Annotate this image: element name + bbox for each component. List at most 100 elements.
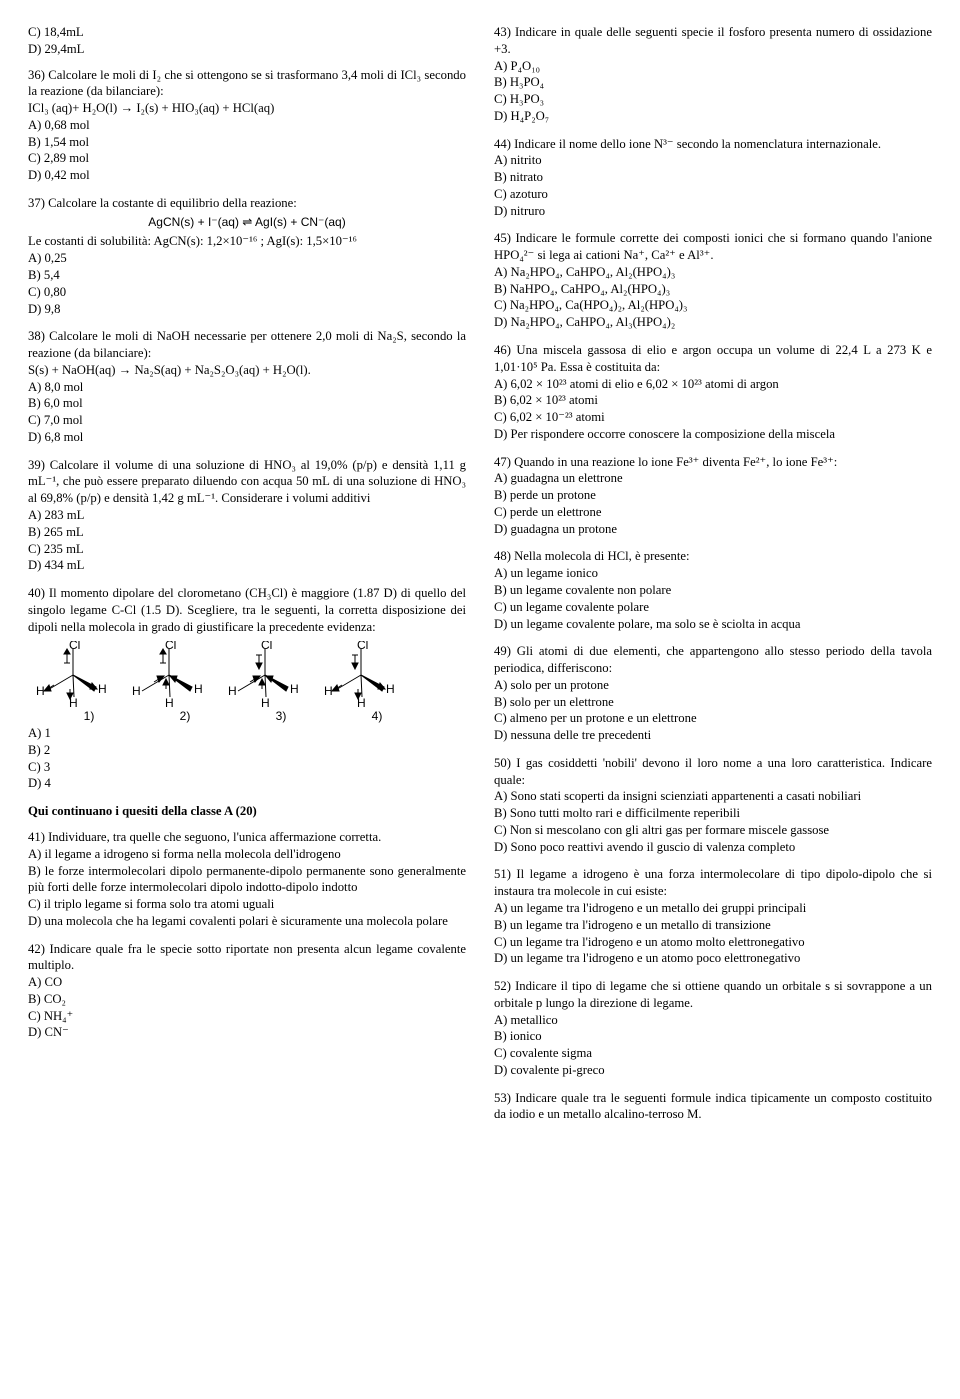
opt: B) solo per un elettrone <box>494 694 932 711</box>
svg-text:H: H <box>98 682 107 696</box>
opt: A) CO <box>28 974 466 991</box>
q36: 36) Calcolare le moli di I₂ che si otten… <box>28 67 466 184</box>
opt: B) 6,0 mol <box>28 395 466 412</box>
q40: 40) Il momento dipolare del clorometano … <box>28 585 466 792</box>
question-text: 41) Individuare, tra quelle che seguono,… <box>28 829 466 846</box>
svg-text:H: H <box>69 696 78 707</box>
opt: C) perde un elettrone <box>494 504 932 521</box>
opt: D) H₄P₂O₇ <box>494 108 932 125</box>
question-text: 49) Gli atomi di due elementi, che appar… <box>494 643 932 677</box>
opt: A) un legame tra l'idrogeno e un metallo… <box>494 900 932 917</box>
opt: A) Na₂HPO₄, CaHPO₄, Al₂(HPO₄)₃ <box>494 264 932 281</box>
svg-text:Cl: Cl <box>261 641 272 652</box>
opt: C) Na₂HPO₄, Ca(HPO₄)₂, Al₂(HPO₄)₃ <box>494 297 932 314</box>
q47: 47) Quando in una reazione lo ione Fe³⁺ … <box>494 454 932 538</box>
svg-text:H: H <box>386 682 395 696</box>
opt: D) un legame tra l'idrogeno e un atomo p… <box>494 950 932 967</box>
constants: Le costanti di solubilità: AgCN(s): 1,2×… <box>28 233 466 250</box>
left-column: C) 18,4mL D) 29,4mL 36) Calcolare le mol… <box>28 24 466 1134</box>
num: 4) <box>338 709 416 725</box>
svg-text:Cl: Cl <box>165 641 176 652</box>
num: 1) <box>50 709 128 725</box>
opt: B) 6,02 × 10²³ atomi <box>494 392 932 409</box>
question-text: 36) Calcolare le moli di I₂ che si otten… <box>28 67 466 101</box>
opt: C) 0,80 <box>28 284 466 301</box>
opt: C) 3 <box>28 759 466 776</box>
q42: 42) Indicare quale fra le specie sotto r… <box>28 941 466 1042</box>
opt: B) CO₂ <box>28 991 466 1008</box>
opt: D) una molecola che ha legami covalenti … <box>28 913 466 930</box>
svg-text:H: H <box>132 684 141 698</box>
opt: C) 235 mL <box>28 541 466 558</box>
opt: D) un legame covalente polare, ma solo s… <box>494 616 932 633</box>
opt: B) Sono tutti molto rari e difficilmente… <box>494 805 932 822</box>
question-text: 53) Indicare quale tra le seguenti formu… <box>494 1090 932 1124</box>
opt: A) 1 <box>28 725 466 742</box>
svg-text:H: H <box>261 696 270 707</box>
opt: C) il triplo legame si forma solo tra at… <box>28 896 466 913</box>
opt: A) Sono stati scoperti da insigni scienz… <box>494 788 932 805</box>
svg-text:H: H <box>357 696 366 707</box>
question-text: 48) Nella molecola di HCl, è presente: <box>494 548 932 565</box>
opt: A) il legame a idrogeno si forma nella m… <box>28 846 466 863</box>
q45: 45) Indicare le formule corrette dei com… <box>494 230 932 331</box>
q51: 51) Il legame a idrogeno è una forza int… <box>494 866 932 967</box>
opt: A) guadagna un elettrone <box>494 470 932 487</box>
opt: B) 265 mL <box>28 524 466 541</box>
q44: 44) Indicare il nome dello ione N³⁻ seco… <box>494 136 932 220</box>
opt: C) NH₄⁺ <box>28 1008 466 1025</box>
opt: C) un legame covalente polare <box>494 599 932 616</box>
q46: 46) Una miscela gassosa di elio e argon … <box>494 342 932 443</box>
opt: A) 283 mL <box>28 507 466 524</box>
opt: C) un legame tra l'idrogeno e un atomo m… <box>494 934 932 951</box>
opt: D) 434 mL <box>28 557 466 574</box>
opt: C) 6,02 × 10⁻²³ atomi <box>494 409 932 426</box>
svg-text:H: H <box>36 684 45 698</box>
opt: C) 18,4mL <box>28 24 466 41</box>
mol-3: Cl H H H <box>226 641 304 707</box>
opt: D) Sono poco reattivi avendo il guscio d… <box>494 839 932 856</box>
opt: D) 29,4mL <box>28 41 466 58</box>
opt: C) 7,0 mol <box>28 412 466 429</box>
q52: 52) Indicare il tipo di legame che si ot… <box>494 978 932 1079</box>
opt: B) le forze intermolecolari dipolo perma… <box>28 863 466 897</box>
svg-text:H: H <box>290 682 299 696</box>
reaction: ICl₃ (aq)+ H₂O(l) → I₂(s) + HIO₃(aq) + H… <box>28 100 466 117</box>
q48: 48) Nella molecola di HCl, è presente: A… <box>494 548 932 632</box>
opt: D) 6,8 mol <box>28 429 466 446</box>
opt: A) solo per un protone <box>494 677 932 694</box>
opt: A) 8,0 mol <box>28 379 466 396</box>
reaction: S(s) + NaOH(aq) → Na₂S(aq) + Na₂S₂O₃(aq)… <box>28 362 466 379</box>
question-text: 52) Indicare il tipo di legame che si ot… <box>494 978 932 1012</box>
svg-text:H: H <box>165 696 174 707</box>
opt: D) nessuna delle tre precedenti <box>494 727 932 744</box>
mol-1: Cl H H H <box>34 641 112 707</box>
opt: B) un legame covalente non polare <box>494 582 932 599</box>
opt: B) H₃PO₄ <box>494 74 932 91</box>
opt: C) Non si mescolano con gli altri gas pe… <box>494 822 932 839</box>
num: 3) <box>242 709 320 725</box>
opt: B) un legame tra l'idrogeno e un metallo… <box>494 917 932 934</box>
q38: 38) Calcolare le moli di NaOH necessarie… <box>28 328 466 445</box>
opt: A) 0,25 <box>28 250 466 267</box>
opt: C) covalente sigma <box>494 1045 932 1062</box>
question-text: 43) Indicare in quale delle seguenti spe… <box>494 24 932 58</box>
question-text: 38) Calcolare le moli di NaOH necessarie… <box>28 328 466 362</box>
q43: 43) Indicare in quale delle seguenti spe… <box>494 24 932 125</box>
opt: A) nitrito <box>494 152 932 169</box>
num: 2) <box>146 709 224 725</box>
opt: B) 5,4 <box>28 267 466 284</box>
q49: 49) Gli atomi di due elementi, che appar… <box>494 643 932 744</box>
pre-options: C) 18,4mL D) 29,4mL <box>28 24 466 58</box>
opt: C) azoturo <box>494 186 932 203</box>
opt: D) 4 <box>28 775 466 792</box>
question-text: 46) Una miscela gassosa di elio e argon … <box>494 342 932 376</box>
svg-text:H: H <box>228 684 237 698</box>
question-text: 40) Il momento dipolare del clorometano … <box>28 585 466 635</box>
opt: D) Na₂HPO₄, CaHPO₄, Al₃(HPO₄)₂ <box>494 314 932 331</box>
q37: 37) Calcolare la costante di equilibrio … <box>28 195 466 317</box>
question-text: 39) Calcolare il volume di una soluzione… <box>28 457 466 507</box>
question-text: 50) I gas cosiddetti 'nobili' devono il … <box>494 755 932 789</box>
right-column: 43) Indicare in quale delle seguenti spe… <box>494 24 932 1134</box>
q53: 53) Indicare quale tra le seguenti formu… <box>494 1090 932 1124</box>
